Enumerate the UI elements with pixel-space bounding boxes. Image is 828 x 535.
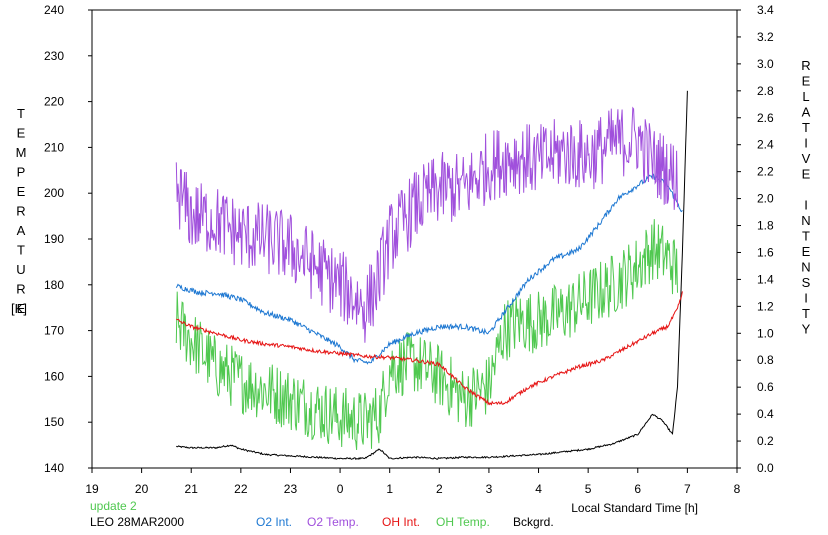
left-axis-title-char: T (17, 106, 25, 121)
legend-entry-bckgrd: Bckgrd. (513, 515, 554, 529)
series-line-o2-temp (175, 106, 678, 343)
left-axis-title-char: P (17, 165, 26, 180)
right-tick-label: 2.6 (757, 111, 774, 125)
right-axis-title-char: R (801, 58, 810, 73)
x-tick-label: 23 (284, 482, 298, 496)
legend-entry-o2-int: O2 Int. (256, 515, 292, 529)
x-tick-label: 8 (734, 482, 741, 496)
right-tick-label: 0.0 (757, 461, 774, 475)
left-axis-title-char: U (16, 262, 25, 277)
left-tick-label: 180 (44, 278, 64, 292)
left-axis-ticks: 140 150 160 170 180 190 200 210 220 230 240 (44, 3, 92, 475)
left-axis-title-char: E (17, 301, 26, 316)
right-axis-title-char: N (801, 213, 810, 228)
x-tick-label: 6 (634, 482, 641, 496)
right-tick-label: 0.4 (757, 407, 774, 421)
right-tick-label: 1.8 (757, 219, 774, 233)
right-axis-title-char: N (801, 260, 810, 275)
left-tick-label: 240 (44, 3, 64, 17)
left-tick-label: 190 (44, 232, 64, 246)
right-axis-title-char: A (802, 105, 811, 120)
right-tick-label: 1.6 (757, 245, 774, 259)
left-tick-label: 140 (44, 461, 64, 475)
series-line-o2-int (175, 172, 683, 365)
legend: O2 Int. O2 Temp. OH Int. OH Temp. Bckgrd. (256, 515, 554, 529)
right-tick-label: 3.2 (757, 30, 774, 44)
left-tick-label: 230 (44, 49, 64, 63)
x-axis-title: Local Standard Time [h] (571, 501, 698, 515)
right-tick-label: 0.8 (757, 353, 774, 367)
right-axis-title-char: Y (802, 322, 811, 337)
right-axis-title-char: T (802, 229, 810, 244)
x-tick-label: 19 (85, 482, 99, 496)
series-layer (175, 90, 688, 461)
right-tick-label: 2.2 (757, 165, 774, 179)
x-tick-label: 22 (234, 482, 248, 496)
right-axis-title-char: E (802, 74, 811, 89)
series-line-oh-temp (175, 219, 678, 451)
station-annotation: LEO 28MAR2000 (90, 515, 184, 529)
right-tick-label: 3.0 (757, 57, 774, 71)
right-axis-title-char: E (802, 167, 811, 182)
right-tick-label: 2.4 (757, 138, 774, 152)
right-tick-label: 2.0 (757, 192, 774, 206)
right-tick-label: 0.6 (757, 380, 774, 394)
right-axis-title-char: V (802, 151, 811, 166)
x-tick-label: 1 (386, 482, 393, 496)
left-axis-title-char: R (16, 282, 25, 297)
x-tick-label: 0 (337, 482, 344, 496)
right-tick-label: 1.4 (757, 272, 774, 286)
right-axis-title-char: I (804, 291, 808, 306)
right-axis-title-char: T (802, 306, 810, 321)
right-tick-label: 2.8 (757, 84, 774, 98)
right-tick-label: 3.4 (757, 3, 774, 17)
right-axis-ticks: 0.0 0.2 0.4 0.6 0.8 1.0 1.2 1.4 1.6 1.8 2.0 2.2 2.4 2… (737, 3, 774, 475)
left-tick-label: 220 (44, 95, 64, 109)
x-tick-label: 4 (535, 482, 542, 496)
left-tick-label: 200 (44, 186, 64, 200)
left-axis-title-char: M (16, 145, 27, 160)
left-axis-title-char: A (17, 223, 26, 238)
series-line-bckgrd (176, 90, 688, 461)
series-line-oh-int (176, 291, 683, 406)
right-axis-title-char: I (804, 136, 808, 151)
x-tick-label: 20 (135, 482, 149, 496)
left-tick-label: 170 (44, 324, 64, 338)
left-axis-unit: [K] (11, 301, 27, 316)
update-annotation: update 2 (90, 499, 137, 513)
right-axis-title-char: E (802, 244, 811, 259)
right-axis-title-char: L (802, 89, 809, 104)
right-tick-label: 1.0 (757, 326, 774, 340)
left-tick-label: 160 (44, 369, 64, 383)
x-tick-label: 7 (684, 482, 691, 496)
x-tick-label: 5 (585, 482, 592, 496)
x-axis-ticks: 19 20 21 22 23 0 1 2 3 4 5 6 7 8 (85, 468, 741, 496)
right-tick-label: 1.2 (757, 299, 774, 313)
legend-entry-o2-temp: O2 Temp. (307, 515, 359, 529)
left-axis-title-char: E (17, 184, 26, 199)
left-axis-title-char: T (17, 243, 25, 258)
left-axis-title-char: E (17, 126, 26, 141)
x-tick-label: 21 (185, 482, 199, 496)
left-tick-label: 150 (44, 415, 64, 429)
x-tick-label: 3 (486, 482, 493, 496)
left-tick-label: 210 (44, 140, 64, 154)
legend-entry-oh-int: OH Int. (382, 515, 420, 529)
legend-entry-oh-temp: OH Temp. (436, 515, 490, 529)
x-tick-label: 2 (436, 482, 443, 496)
right-axis-title-char: I (804, 198, 808, 213)
right-axis-title-char: T (802, 120, 810, 135)
left-axis-title-char: R (16, 204, 25, 219)
right-tick-label: 0.2 (757, 434, 774, 448)
right-axis-title-char: S (802, 275, 811, 290)
